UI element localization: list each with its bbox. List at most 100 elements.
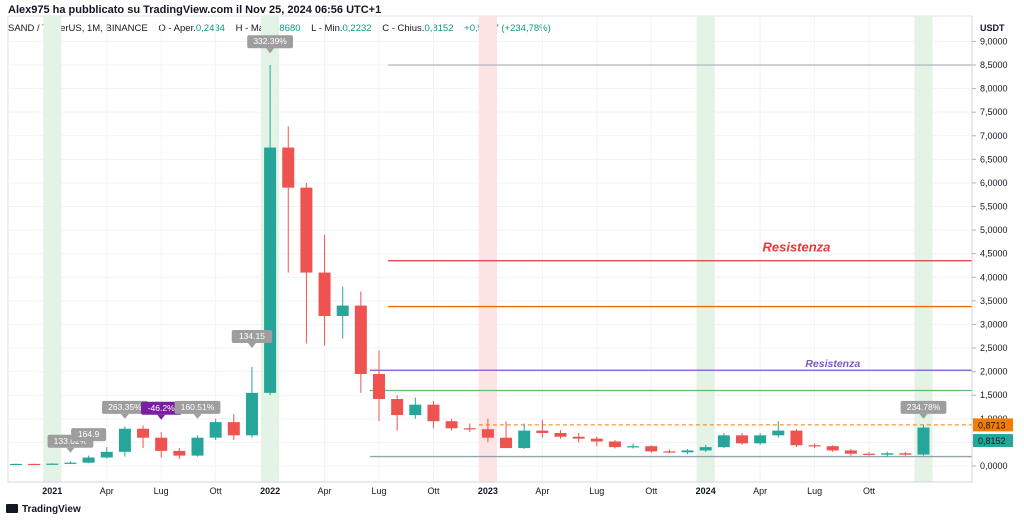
candle-body [282, 147, 295, 188]
y-tick-label: 8,0000 [980, 84, 1008, 94]
candle-body [863, 453, 876, 455]
tradingview-icon [6, 504, 18, 513]
candle-body [518, 430, 531, 449]
percent-change-bubble: 160.51% [174, 400, 221, 419]
candle-body [445, 421, 458, 429]
axis-currency-label: USDT [980, 23, 1005, 33]
tradingview-label: TradingView [22, 504, 81, 515]
candle-body [826, 446, 839, 451]
bubble-label: 263.35% [108, 402, 142, 412]
y-tick-label: 2,0000 [980, 367, 1008, 377]
candle-body [881, 453, 894, 455]
candle-body [391, 399, 404, 416]
price-label-box [973, 434, 1013, 448]
y-tick-label: 7,5000 [980, 107, 1008, 117]
x-tick-label: Apr [753, 486, 767, 496]
x-tick-label: Ott [210, 486, 223, 496]
candle-body [409, 404, 422, 416]
candle-body [191, 437, 204, 456]
candle-body [772, 430, 785, 436]
bubble-box [141, 401, 182, 415]
bubble-label: -46.2% [148, 403, 175, 413]
y-tick-label: 4,0000 [980, 272, 1008, 282]
y-tick-label: 5,0000 [980, 225, 1008, 235]
red-highlight-band [478, 16, 497, 482]
bubble-pointer [266, 48, 275, 54]
bubble-box [71, 428, 107, 442]
candle-body [354, 305, 367, 375]
y-tick-label: 3,0000 [980, 319, 1008, 329]
low-label: L - Min. [311, 23, 343, 34]
bubble-pointer [157, 414, 166, 420]
x-tick-label: Lug [807, 486, 822, 496]
candle-body [536, 430, 549, 433]
x-tick-label: Apr [100, 486, 114, 496]
candle-body [28, 463, 41, 466]
price-label: 0,8713 [973, 418, 1013, 432]
percent-change-bubble: 134.15 [231, 330, 273, 349]
close-value: 0,8152 [424, 23, 454, 34]
candle-body [899, 453, 912, 455]
bubble-label: 332.39% [253, 36, 287, 46]
candle-body [155, 437, 168, 451]
green-highlight-band [696, 16, 715, 482]
bubble-pointer [247, 343, 256, 349]
percent-change-bubble: 234.78% [900, 400, 947, 419]
x-tick-label: Ott [863, 486, 876, 496]
candle-body [227, 422, 240, 436]
candle-body [100, 451, 113, 458]
candle-body [844, 450, 857, 454]
candle-body [373, 374, 385, 400]
x-tick-label: 2024 [696, 486, 716, 496]
green-highlight-band [914, 16, 933, 482]
candle-body [209, 422, 222, 438]
bubble-pointer [120, 413, 129, 419]
y-tick-label: 6,0000 [980, 178, 1008, 188]
candle-body [790, 430, 803, 446]
candle-body [481, 429, 494, 438]
bubble-label: 133.02% [54, 436, 88, 446]
candle-body [46, 463, 59, 465]
candle-body [64, 462, 77, 464]
y-tick-label: 4,5000 [980, 249, 1008, 259]
candle-body [500, 437, 513, 449]
bubble-label: 134.15 [239, 331, 265, 341]
candle-body [245, 392, 258, 436]
bubble-pointer [84, 441, 93, 447]
open-label: O - Aper. [158, 23, 196, 34]
percent-change-bubble: 164.9 [71, 428, 107, 447]
green-highlight-band [43, 16, 62, 482]
y-tick-label: 1,5000 [980, 390, 1008, 400]
y-tick-label: 2,5000 [980, 343, 1008, 353]
candle-body [10, 463, 22, 466]
symbol-legend: SAND / TetherUS, 1M, BINANCE O - Aper.0,… [8, 23, 551, 34]
x-tick-label: Lug [371, 486, 386, 496]
candle-body [572, 436, 585, 439]
y-tick-label: 9,0000 [980, 36, 1008, 46]
candle-body [663, 451, 676, 453]
bubble-label: 160.51% [181, 402, 215, 412]
candle-body [118, 428, 131, 452]
bubble-label: 234.78% [907, 402, 941, 412]
candle-body [754, 435, 767, 444]
x-tick-label: 2023 [478, 486, 498, 496]
x-tick-label: Lug [589, 486, 604, 496]
y-tick-label: 3,5000 [980, 296, 1008, 306]
x-tick-label: 2022 [260, 486, 280, 496]
x-tick-label: Ott [427, 486, 440, 496]
y-tick-label: 8,5000 [980, 60, 1008, 70]
open-value: 0,2434 [195, 23, 225, 34]
candle-body [608, 441, 621, 448]
candle-body [699, 447, 712, 451]
candle-body [808, 445, 821, 447]
candle-body [318, 272, 331, 316]
symbol-name[interactable]: SAND / TetherUS, 1M, BINANCE [8, 23, 148, 34]
percent-change-bubble: 332.39% [247, 35, 293, 54]
tradingview-logo[interactable]: TradingView [6, 504, 81, 515]
publisher-line: Alex975 ha pubblicato su TradingView.com… [8, 4, 382, 16]
bubble-box [900, 400, 947, 414]
price-label-text: 0,8152 [978, 436, 1006, 446]
y-tick-label: 6,5000 [980, 154, 1008, 164]
candle-body [137, 428, 150, 438]
